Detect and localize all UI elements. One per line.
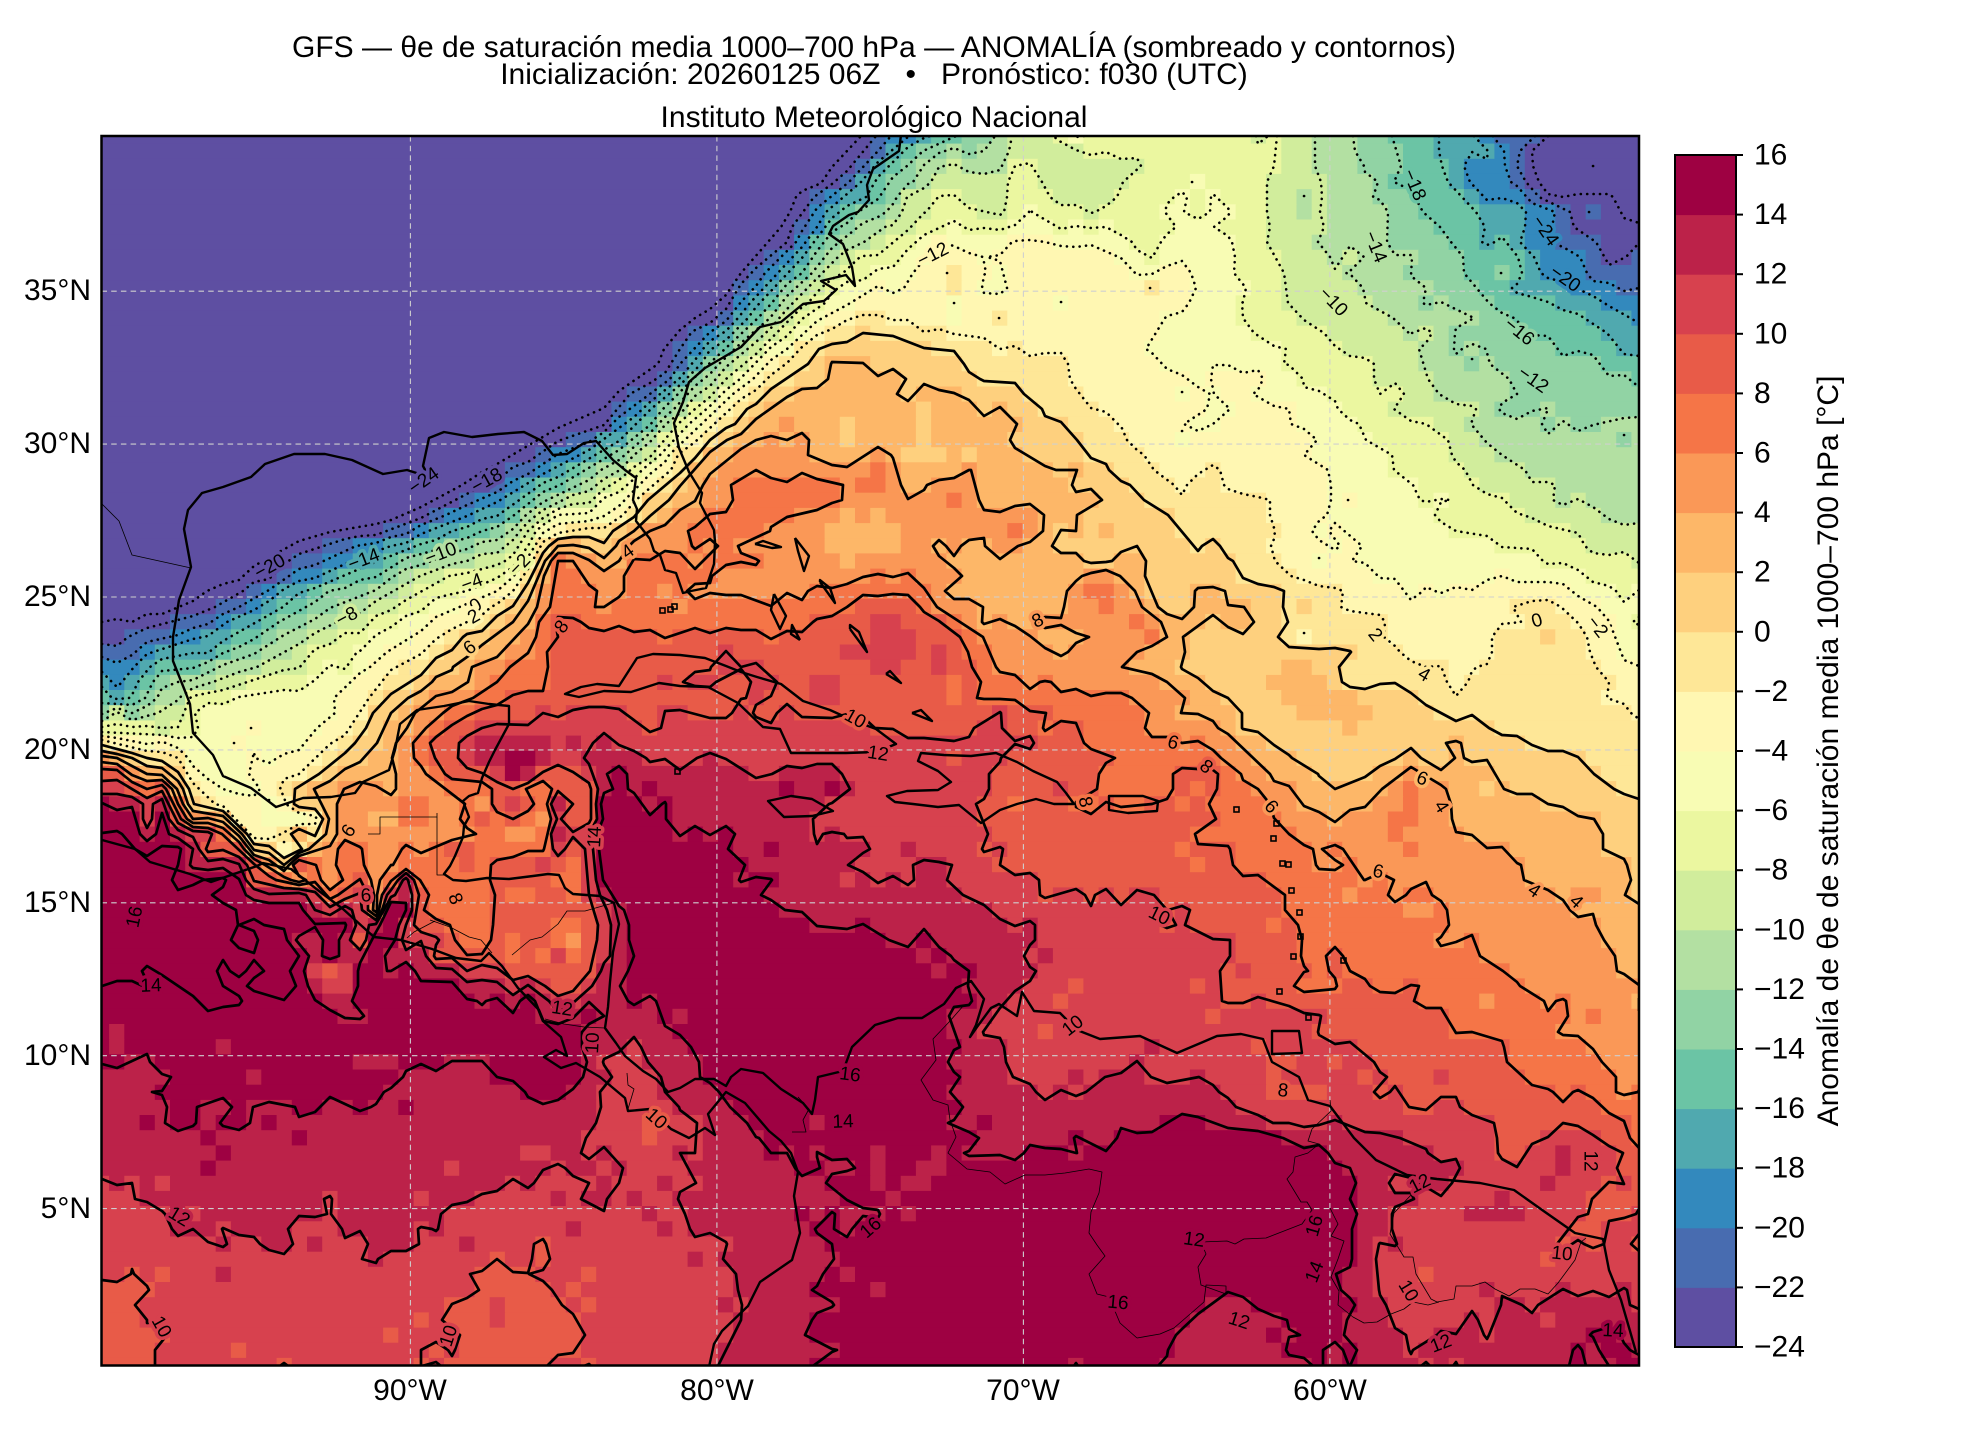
svg-text:−6: −6 <box>1754 794 1788 827</box>
svg-text:6: 6 <box>1754 437 1771 470</box>
svg-text:−22: −22 <box>1754 1271 1805 1304</box>
svg-text:Anomalía de θe de saturación m: Anomalía de θe de saturación media 1000–… <box>1812 376 1845 1127</box>
svg-text:−2: −2 <box>1754 675 1788 708</box>
svg-text:−14: −14 <box>1754 1033 1805 1066</box>
svg-text:12: 12 <box>1754 258 1787 291</box>
svg-text:2: 2 <box>1754 556 1771 589</box>
svg-text:8: 8 <box>1754 377 1771 410</box>
svg-text:−12: −12 <box>1754 973 1805 1006</box>
svg-text:14: 14 <box>1754 198 1787 231</box>
svg-text:−18: −18 <box>1754 1152 1805 1185</box>
svg-text:−16: −16 <box>1754 1092 1805 1125</box>
svg-text:0: 0 <box>1754 615 1771 648</box>
svg-text:−20: −20 <box>1754 1211 1805 1244</box>
svg-text:−24: −24 <box>1754 1331 1805 1364</box>
svg-text:16: 16 <box>1754 139 1787 172</box>
svg-text:−4: −4 <box>1754 735 1788 768</box>
svg-text:10: 10 <box>1754 317 1787 350</box>
svg-text:−10: −10 <box>1754 913 1805 946</box>
svg-text:−8: −8 <box>1754 854 1788 887</box>
svg-text:4: 4 <box>1754 496 1771 529</box>
